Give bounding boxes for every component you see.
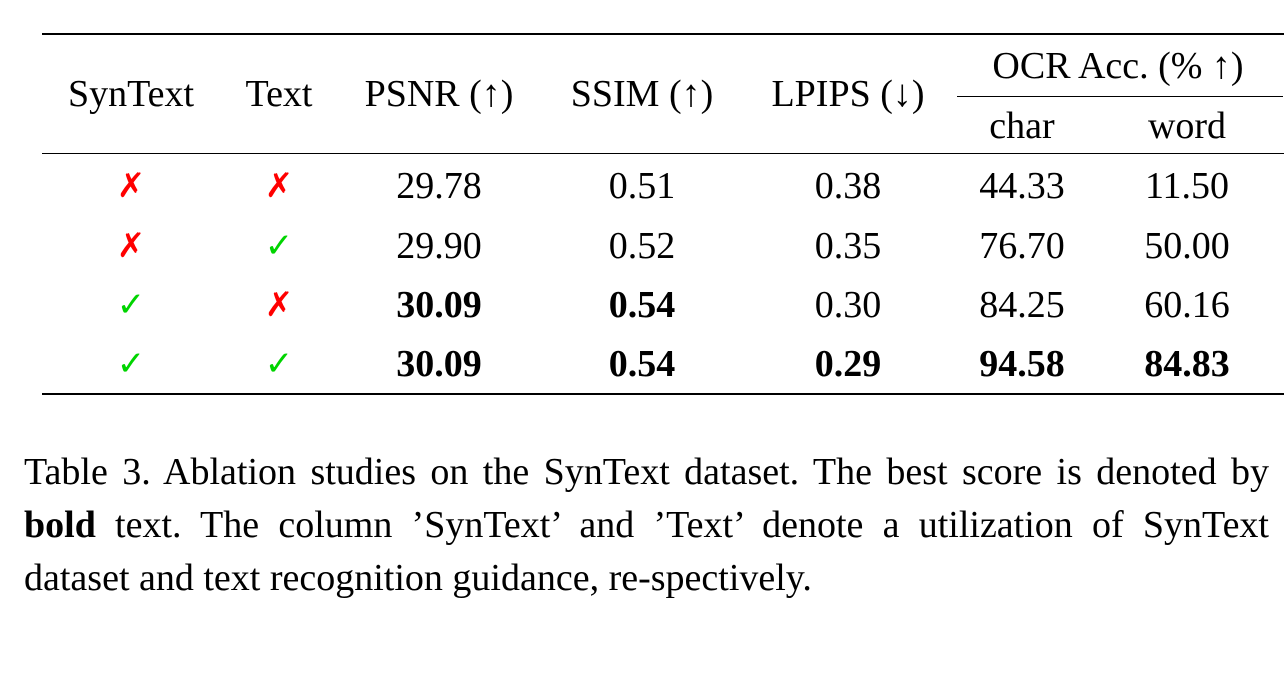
check-mark-icon: ✓ <box>264 226 294 266</box>
cell-lpips: 0.29 <box>814 343 882 385</box>
header-char: char <box>989 105 1055 147</box>
ocr-group-rule <box>957 96 1283 97</box>
cell-word: 50.00 <box>1144 225 1230 267</box>
cell-ssim: 0.52 <box>608 225 676 267</box>
cross-mark-icon: ✗ <box>264 285 294 325</box>
cross-mark-icon: ✗ <box>116 226 146 266</box>
cell-ssim: 0.51 <box>608 165 676 207</box>
header-lpips: LPIPS (↓) <box>771 73 925 115</box>
header-psnr: PSNR (↑) <box>364 73 514 115</box>
caption-text-start: Table 3. Ablation studies on the SynText… <box>24 451 1269 493</box>
cell-char: 76.70 <box>979 225 1065 267</box>
check-mark-icon: ✓ <box>264 344 294 384</box>
cell-char: 94.58 <box>979 343 1065 385</box>
cross-mark-icon: ✗ <box>116 166 146 206</box>
cell-ssim: 0.54 <box>608 343 676 385</box>
caption-bold-word: bold <box>24 504 96 546</box>
cell-ssim: 0.54 <box>608 284 676 326</box>
table-header-rule <box>42 153 1284 154</box>
header-ssim: SSIM (↑) <box>570 73 714 115</box>
cell-lpips: 0.30 <box>814 284 882 326</box>
header-text: Text <box>245 73 313 115</box>
header-syntext: SynText <box>67 73 195 115</box>
cell-char: 44.33 <box>979 165 1065 207</box>
cell-lpips: 0.35 <box>814 225 882 267</box>
cell-lpips: 0.38 <box>814 165 882 207</box>
cell-psnr: 29.90 <box>396 225 482 267</box>
caption-text-end: text. The column ’SynText’ and ’Text’ de… <box>24 504 1269 599</box>
table-bottom-rule <box>42 393 1284 395</box>
table-top-rule <box>42 33 1284 35</box>
cell-psnr: 30.09 <box>396 343 482 385</box>
cell-word: 84.83 <box>1144 343 1230 385</box>
cell-psnr: 30.09 <box>396 284 482 326</box>
cell-char: 84.25 <box>979 284 1065 326</box>
cell-psnr: 29.78 <box>396 165 482 207</box>
header-word: word <box>1147 105 1227 147</box>
check-mark-icon: ✓ <box>116 344 146 384</box>
check-mark-icon: ✓ <box>116 285 146 325</box>
header-ocr-accuracy: OCR Acc. (% ↑) <box>992 45 1244 87</box>
table-caption: Table 3. Ablation studies on the SynText… <box>24 446 1269 605</box>
cross-mark-icon: ✗ <box>264 166 294 206</box>
cell-word: 60.16 <box>1144 284 1230 326</box>
cell-word: 11.50 <box>1144 165 1230 207</box>
